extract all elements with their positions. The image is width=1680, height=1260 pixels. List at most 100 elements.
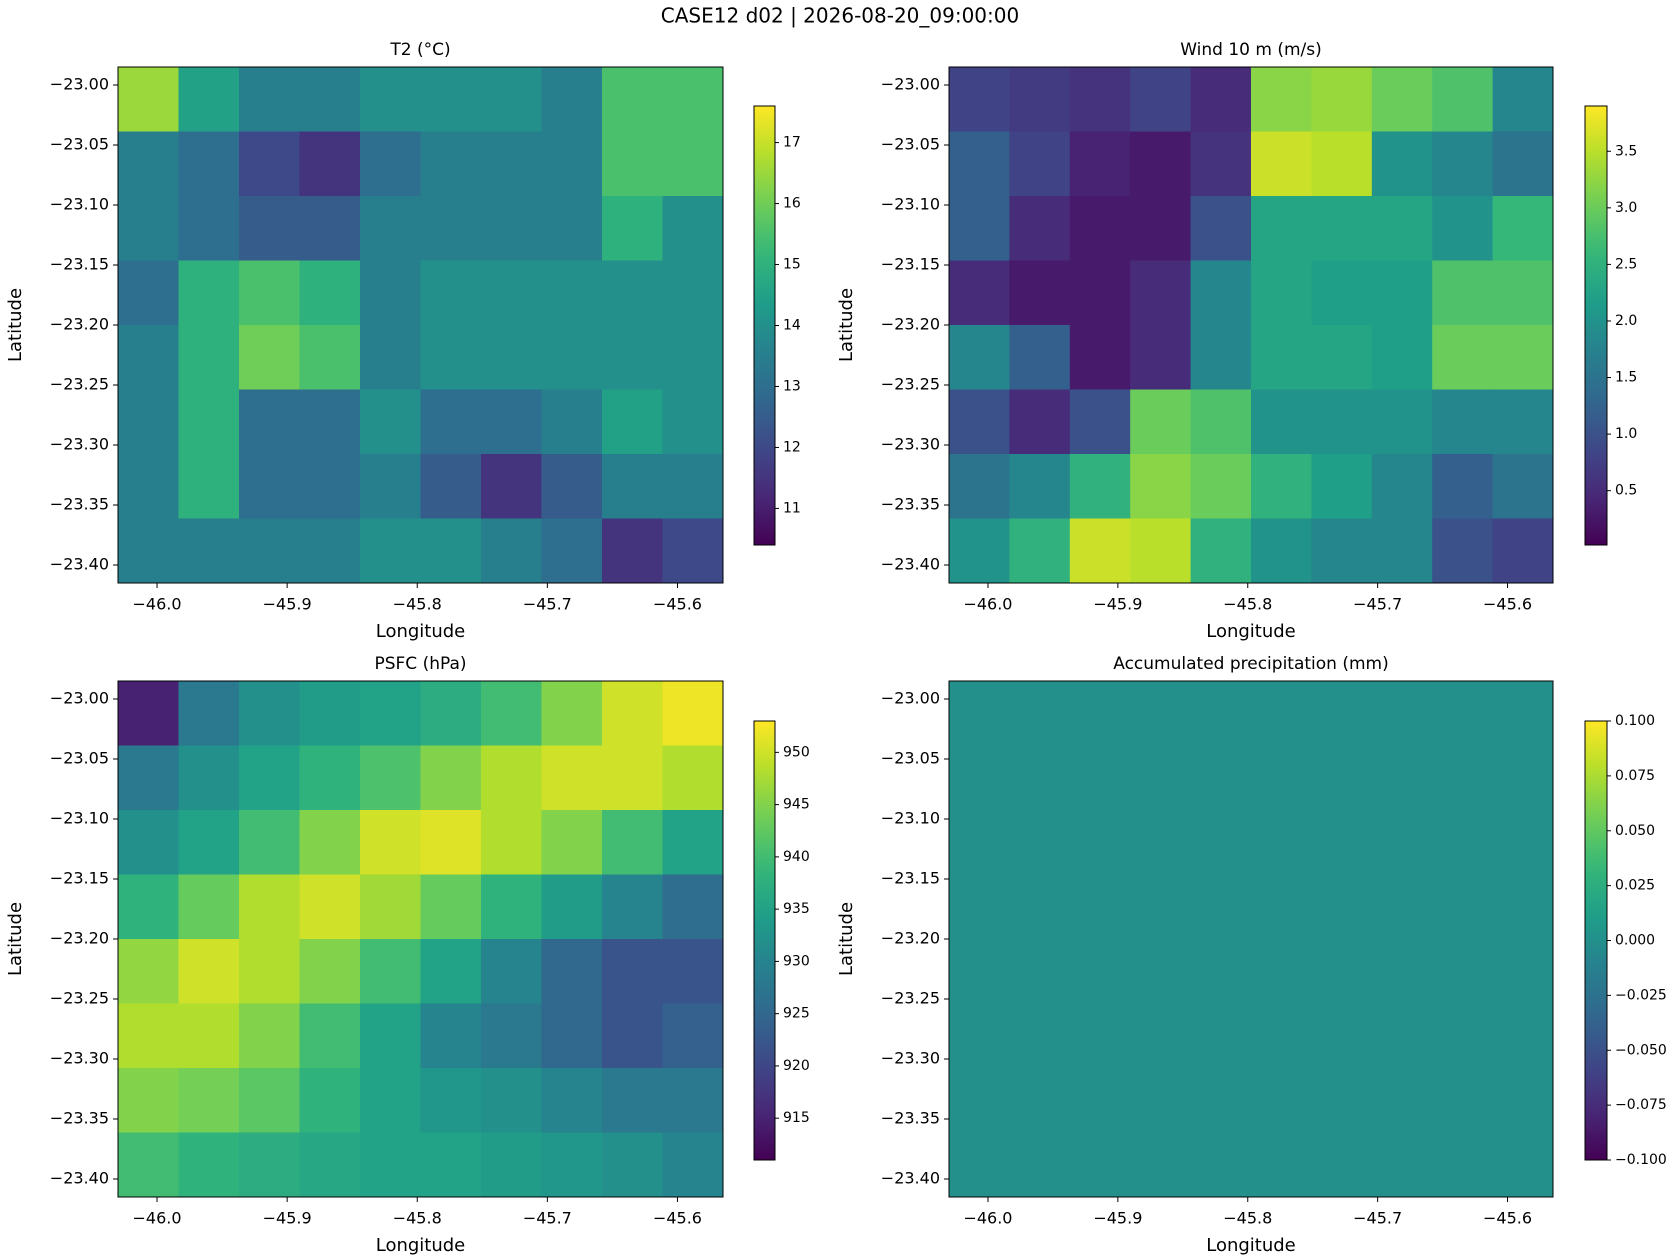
heatmap-cell — [1492, 810, 1554, 875]
heatmap-cell — [662, 1132, 724, 1198]
heatmap-cell — [118, 1003, 179, 1069]
heatmap-cell — [1371, 389, 1433, 455]
heatmap-cell — [360, 1003, 421, 1069]
colorbar-tick-label: 930 — [783, 953, 810, 969]
heatmap-cell — [1492, 518, 1554, 584]
heatmap-cell — [602, 67, 663, 132]
colorbar-tick-label: 1.0 — [1615, 426, 1637, 442]
heatmap-cell — [178, 1003, 240, 1069]
x-tick-label: −45.8 — [1223, 595, 1272, 614]
heatmap-cell — [299, 67, 361, 132]
colorbar-tick-label: 0.075 — [1615, 768, 1655, 784]
panel: T2 (°C) Longitude Latitude −46.0 −45.9 −45.8 −… — [5, 40, 724, 642]
heatmap-cell — [1311, 1132, 1373, 1198]
x-tick-label: −45.8 — [1223, 1209, 1272, 1228]
heatmap-cell — [1311, 681, 1373, 746]
y-tick-label: −23.25 — [50, 375, 109, 394]
heatmap-cell — [1130, 1003, 1192, 1069]
heatmap-cell — [420, 681, 482, 746]
colorbar-tick-label: 0.5 — [1615, 483, 1637, 499]
heatmap-cell — [1069, 325, 1131, 390]
heatmap-cell — [420, 1068, 482, 1133]
heatmap-cell — [1130, 874, 1192, 940]
heatmap-cell — [1371, 874, 1433, 940]
heatmap-cell — [1251, 518, 1312, 584]
heatmap-cell — [1432, 939, 1494, 1004]
heatmap-cell — [420, 260, 482, 326]
heatmap-cell — [1009, 67, 1071, 132]
heatmap-cell — [239, 874, 300, 940]
heatmap-cell — [1251, 681, 1312, 746]
heatmap-cell — [1251, 939, 1312, 1004]
heatmap-cell — [949, 131, 1010, 197]
heatmap-cell — [1069, 454, 1131, 519]
heatmap-cell — [662, 745, 724, 811]
colorbar-fill — [753, 105, 776, 546]
heatmap-cell — [1432, 196, 1494, 261]
heatmap-cell — [239, 131, 300, 197]
heatmap-cell — [118, 874, 179, 940]
x-tick-label: −45.9 — [263, 1209, 312, 1228]
heatmap-cell — [541, 131, 603, 197]
heatmap-cell — [541, 67, 603, 132]
x-tick-label: −45.9 — [263, 595, 312, 614]
colorbar-tick-label: 14 — [783, 318, 801, 334]
heatmap-cell — [1009, 1003, 1071, 1069]
y-tick-label: −23.15 — [50, 869, 109, 888]
heatmap-cell — [239, 1003, 300, 1069]
heatmap-cell — [541, 518, 603, 584]
heatmap-cell — [949, 325, 1010, 390]
panel-title: Accumulated precipitation (mm) — [1113, 654, 1388, 674]
x-axis-label: Longitude — [376, 1235, 466, 1256]
y-tick-label: −23.00 — [50, 75, 109, 94]
heatmap-cell — [360, 389, 421, 455]
heatmap-cell — [1492, 67, 1554, 132]
heatmap-cell — [949, 67, 1010, 132]
colorbar-tick-label: −0.025 — [1615, 987, 1667, 1003]
heatmap-cell — [1492, 1132, 1554, 1198]
heatmap-cell — [1130, 518, 1192, 584]
panel: Accumulated precipitation (mm) Longitude L… — [836, 654, 1554, 1256]
panel-title: PSFC (hPa) — [374, 654, 466, 674]
heatmap-cell — [1069, 1003, 1131, 1069]
heatmap-cell — [481, 518, 542, 584]
heatmap-cell — [481, 260, 542, 326]
y-tick-label: −23.25 — [50, 989, 109, 1008]
heatmap-cell — [949, 454, 1010, 519]
heatmap-cell — [541, 810, 603, 875]
y-tick-label: −23.10 — [881, 195, 940, 214]
heatmap-cell — [1130, 325, 1192, 390]
heatmap-cell — [178, 874, 240, 940]
panel-title: Wind 10 m (m/s) — [1180, 40, 1322, 60]
heatmap-cell — [602, 518, 663, 584]
heatmap-cell — [1251, 874, 1312, 940]
heatmap-cell — [541, 874, 603, 940]
colorbar-tick-label: 0.100 — [1615, 713, 1655, 729]
heatmap-cell — [178, 196, 240, 261]
heatmap-cell — [420, 389, 482, 455]
colorbar-tick-label: 1.5 — [1615, 370, 1637, 386]
heatmap-cell — [1009, 196, 1071, 261]
heatmap-cell — [118, 196, 179, 261]
heatmap-cell — [239, 1132, 300, 1198]
heatmap-cell — [1251, 67, 1312, 132]
heatmap-cell — [1009, 325, 1071, 390]
heatmap-cell — [1311, 939, 1373, 1004]
heatmap-cell — [1492, 939, 1554, 1004]
heatmap-cell — [949, 810, 1010, 875]
heatmap-cell — [1251, 1132, 1312, 1198]
heatmap-cell — [541, 745, 603, 811]
heatmap-cell — [662, 260, 724, 326]
heatmap-cell — [360, 874, 421, 940]
heatmap-cell — [602, 260, 663, 326]
colorbar-fill — [753, 720, 776, 1161]
y-tick-label: −23.20 — [881, 315, 940, 334]
heatmap-cell — [1432, 810, 1494, 875]
heatmap-cell — [1492, 874, 1554, 940]
heatmap-cell — [360, 681, 421, 746]
heatmap-cell — [420, 810, 482, 875]
heatmap-cell — [1311, 1003, 1373, 1069]
heatmap-cell — [1130, 454, 1192, 519]
heatmap-cell — [602, 389, 663, 455]
heatmap-cell — [602, 810, 663, 875]
